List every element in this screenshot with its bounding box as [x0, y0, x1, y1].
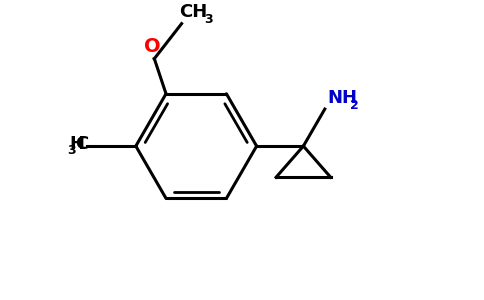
Text: NH: NH: [328, 89, 358, 107]
Text: H: H: [69, 135, 84, 153]
Text: 3: 3: [67, 145, 76, 158]
Text: 3: 3: [204, 13, 212, 26]
Text: CH: CH: [179, 3, 207, 21]
Text: C: C: [75, 135, 88, 153]
Text: 2: 2: [350, 99, 359, 112]
Text: O: O: [144, 37, 161, 56]
